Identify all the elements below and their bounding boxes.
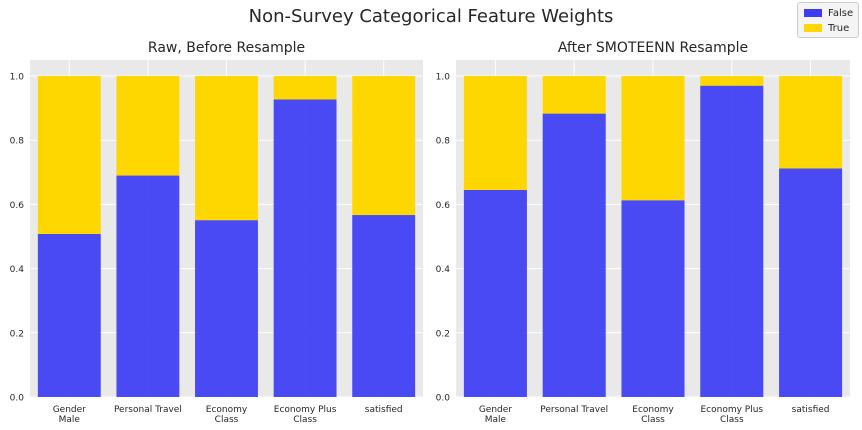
bar-false <box>621 200 685 397</box>
bar-false <box>700 85 764 397</box>
x-tick-label: Economy <box>632 405 674 415</box>
legend-label-true: True <box>828 22 850 34</box>
y-tick-label: 0.4 <box>10 265 25 275</box>
bar-false <box>273 99 337 397</box>
x-tick-label: Class <box>215 415 239 425</box>
x-tick-label: Male <box>59 415 81 425</box>
bar-false <box>463 189 527 397</box>
x-tick-label: Personal Travel <box>540 405 608 415</box>
figure-title: Non-Survey Categorical Feature Weights <box>248 6 614 27</box>
bar-true <box>542 76 606 114</box>
bar-false <box>37 233 101 397</box>
y-tick-label: 0.2 <box>436 329 450 339</box>
bar-false <box>352 215 416 397</box>
bar-false <box>779 168 843 397</box>
x-tick-label: Economy <box>206 405 248 415</box>
x-tick-label: Economy Plus <box>700 405 763 415</box>
x-tick-label: Class <box>293 415 317 425</box>
bar-false <box>116 175 180 397</box>
bar-true <box>273 76 337 100</box>
subplot-title: Raw, Before Resample <box>148 40 305 56</box>
bar-true <box>116 76 180 176</box>
y-tick-label: 0.2 <box>10 329 24 339</box>
x-tick-label: Class <box>720 415 744 425</box>
legend-item-false: False <box>804 6 853 20</box>
x-tick-label: satisfied <box>365 405 403 415</box>
legend-swatch-false <box>804 9 822 17</box>
bar-false <box>542 113 606 397</box>
bar-true <box>700 76 764 86</box>
y-tick-label: 1.0 <box>436 73 451 83</box>
y-tick-label: 0.6 <box>10 201 25 211</box>
x-tick-label: Economy Plus <box>274 405 337 415</box>
bar-false <box>195 220 258 397</box>
legend-swatch-true <box>804 24 822 32</box>
y-tick-label: 0.8 <box>10 137 25 147</box>
bar-true <box>463 76 527 190</box>
bar-true <box>779 76 843 169</box>
y-tick-label: 0.0 <box>10 394 25 404</box>
y-tick-label: 1.0 <box>10 73 25 83</box>
subplot-title: After SMOTEENN Resample <box>558 40 748 56</box>
x-tick-label: Personal Travel <box>114 405 182 415</box>
x-tick-label: Male <box>485 415 507 425</box>
y-tick-label: 0.4 <box>436 265 451 275</box>
x-tick-label: satisfied <box>792 405 830 415</box>
bar-true <box>621 76 685 201</box>
bar-true <box>195 76 258 221</box>
bar-true <box>352 76 416 216</box>
y-tick-label: 0.0 <box>436 394 451 404</box>
x-tick-label: Class <box>641 415 665 425</box>
x-tick-label: Gender <box>479 405 512 415</box>
y-tick-label: 0.8 <box>436 137 451 147</box>
x-tick-label: Gender <box>53 405 86 415</box>
legend-item-true: True <box>804 21 849 35</box>
bar-true <box>37 76 101 234</box>
legend: False True <box>797 2 859 38</box>
y-tick-label: 0.6 <box>436 201 451 211</box>
legend-label-false: False <box>828 7 854 19</box>
